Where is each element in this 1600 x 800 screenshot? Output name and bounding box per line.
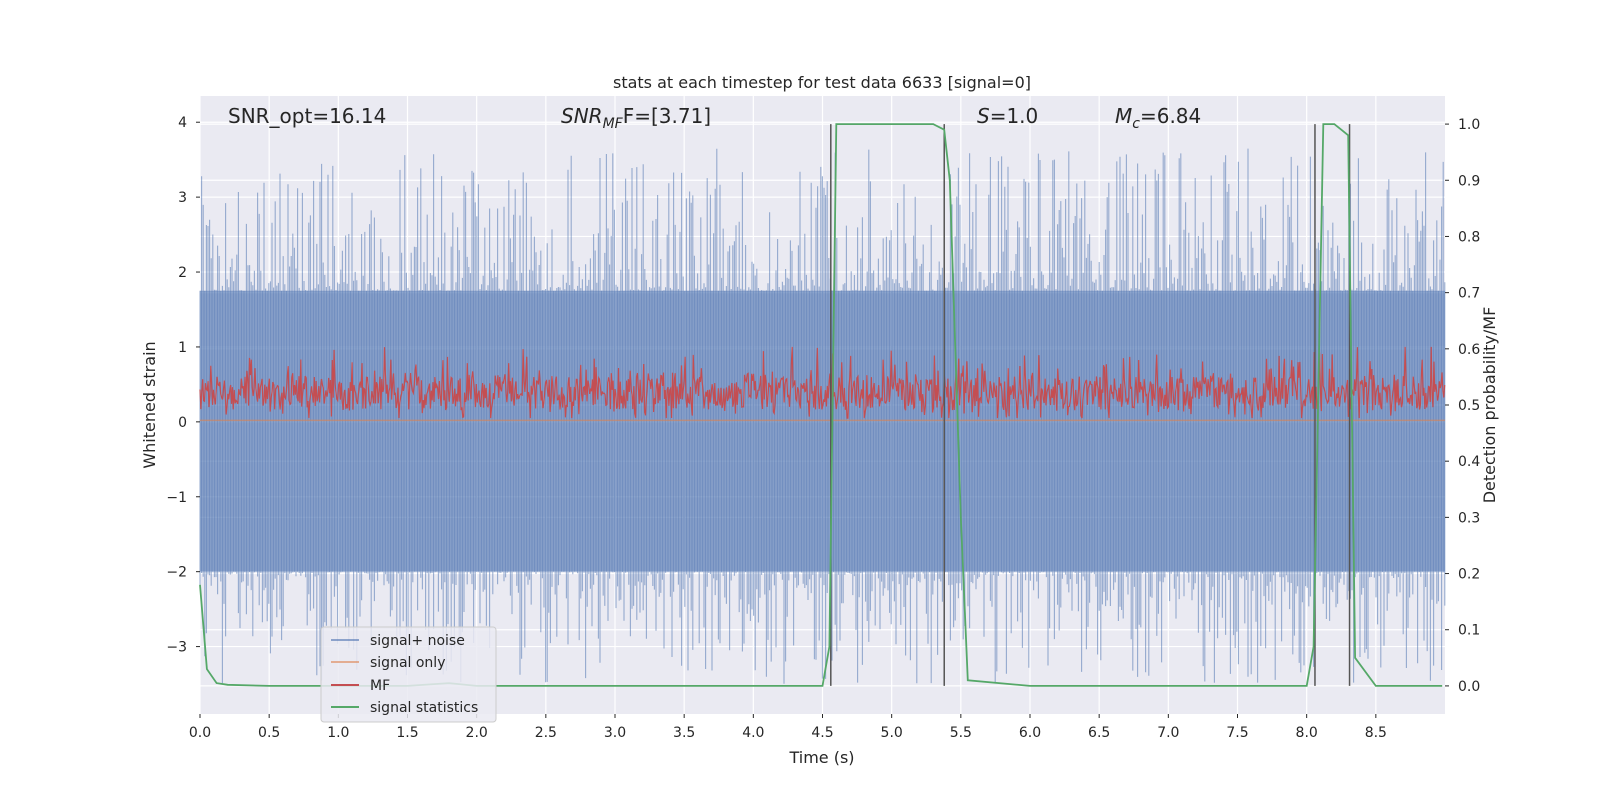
- x-axis-ticks: 0.0 0.5 1.0 1.5 2.0 2.5 3.0 3.5 4.0 4.5 5.0 5.5 6.0 6…: [189, 714, 1387, 741]
- legend-label-signal-only: signal only: [370, 655, 445, 671]
- y-right-tick-label: 0.8: [1458, 229, 1480, 245]
- y-right-tick-label: 0.7: [1458, 286, 1480, 302]
- y-right-tick-label: 0.9: [1458, 173, 1480, 189]
- y-tick-label: 1: [178, 340, 187, 356]
- y-tick-label: −2: [166, 565, 187, 581]
- x-tick-label: 0.5: [258, 725, 280, 741]
- x-tick-label: 5.5: [950, 725, 972, 741]
- legend: signal+ noise signal only MF signal stat…: [320, 626, 497, 723]
- x-tick-label: 2.5: [535, 725, 557, 741]
- mf-series: [199, 346, 1446, 419]
- y-right-tick-label: 0.0: [1458, 679, 1480, 695]
- y-right-tick-label: 0.6: [1458, 342, 1480, 358]
- y-tick-label: 3: [178, 190, 187, 206]
- legend-label-mf: MF: [370, 678, 390, 694]
- y-tick-label: −3: [166, 640, 187, 656]
- mf-line: [199, 346, 1446, 419]
- y-axis-label: Whitened strain: [140, 341, 159, 468]
- chart-title: stats at each timestep for test data 663…: [613, 73, 1031, 92]
- y-axis-ticks: 4 3 2 1 0 −1 −2 −3: [166, 115, 200, 656]
- signal-noise-series: [199, 148, 1446, 684]
- x-tick-label: 7.0: [1157, 725, 1179, 741]
- y-right-tick-label: 1.0: [1458, 117, 1480, 133]
- y-tick-label: 4: [178, 115, 187, 131]
- x-tick-label: 8.5: [1365, 725, 1387, 741]
- y-tick-label: 0: [178, 415, 187, 431]
- x-tick-label: 6.5: [1088, 725, 1110, 741]
- s-annotation: S=1.0: [977, 104, 1038, 128]
- y-tick-label: −1: [166, 490, 187, 506]
- y-axis-right-label: Detection probability/MF: [1480, 307, 1499, 504]
- x-tick-label: 0.0: [189, 725, 211, 741]
- x-tick-label: 5.0: [881, 725, 903, 741]
- y-axis-right-ticks: 1.0 0.9 0.8 0.7 0.6 0.5 0.4 0.3 0.2 0.1 0.0: [1445, 117, 1480, 695]
- y-right-tick-label: 0.4: [1458, 454, 1480, 470]
- x-tick-label: 1.0: [327, 725, 349, 741]
- snr-opt-annotation: SNR_opt=16.14: [228, 104, 386, 128]
- y-right-tick-label: 0.3: [1458, 510, 1480, 526]
- y-right-tick-label: 0.5: [1458, 398, 1480, 414]
- y-right-tick-label: 0.2: [1458, 567, 1480, 583]
- legend-label-signal-noise: signal+ noise: [370, 633, 465, 649]
- legend-label-signal-statistics: signal statistics: [370, 700, 478, 716]
- x-tick-label: 4.0: [742, 725, 764, 741]
- y-tick-label: 2: [178, 265, 187, 281]
- x-tick-label: 6.0: [1019, 725, 1041, 741]
- x-tick-label: 3.0: [604, 725, 626, 741]
- x-tick-label: 4.5: [811, 725, 833, 741]
- legend-box: [320, 626, 497, 723]
- y-right-tick-label: 0.1: [1458, 623, 1480, 639]
- x-axis-label: Time (s): [788, 748, 854, 767]
- x-tick-label: 2.0: [466, 725, 488, 741]
- snr-mf-annotation: SNRMFF=[3.71]: [561, 104, 711, 132]
- x-tick-label: 8.0: [1296, 725, 1318, 741]
- mc-annotation: Mc=6.84: [1115, 104, 1201, 132]
- x-tick-label: 7.5: [1226, 725, 1248, 741]
- x-tick-label: 3.5: [673, 725, 695, 741]
- x-tick-label: 1.5: [396, 725, 418, 741]
